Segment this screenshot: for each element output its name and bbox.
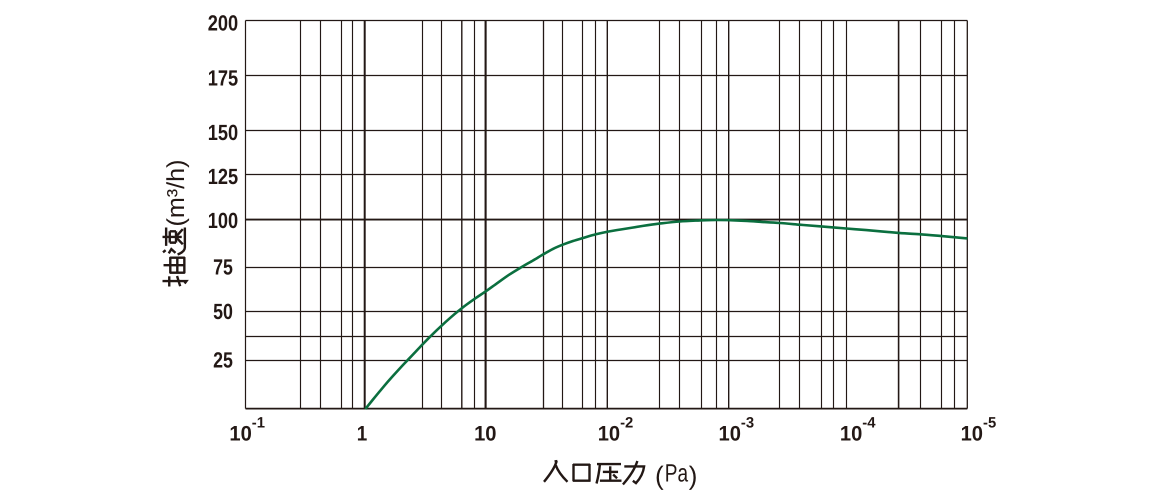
svg-text:10: 10 xyxy=(598,422,620,445)
svg-text:-4: -4 xyxy=(862,414,876,431)
svg-text:100: 100 xyxy=(208,208,238,233)
svg-text:10: 10 xyxy=(229,422,251,445)
svg-text:Pa: Pa xyxy=(665,460,688,488)
svg-text:75: 75 xyxy=(213,255,233,280)
svg-text:200: 200 xyxy=(208,11,238,36)
svg-text:(: ( xyxy=(655,461,664,491)
svg-text:10: 10 xyxy=(840,422,862,445)
svg-text:10: 10 xyxy=(719,422,741,445)
svg-text:-1: -1 xyxy=(252,414,265,431)
svg-text:25: 25 xyxy=(213,348,233,373)
svg-text:50: 50 xyxy=(213,299,233,324)
svg-text:175: 175 xyxy=(208,65,238,90)
svg-text:-3: -3 xyxy=(741,414,754,431)
svg-text:(m³/h): (m³/h) xyxy=(163,160,190,227)
svg-text:1: 1 xyxy=(357,422,368,445)
svg-text:-2: -2 xyxy=(620,414,633,431)
svg-text:125: 125 xyxy=(208,164,238,189)
svg-text:): ) xyxy=(689,461,698,491)
svg-text:10: 10 xyxy=(474,422,496,445)
svg-text:10: 10 xyxy=(961,422,983,445)
svg-text:150: 150 xyxy=(208,120,238,145)
svg-text:-5: -5 xyxy=(983,414,996,431)
